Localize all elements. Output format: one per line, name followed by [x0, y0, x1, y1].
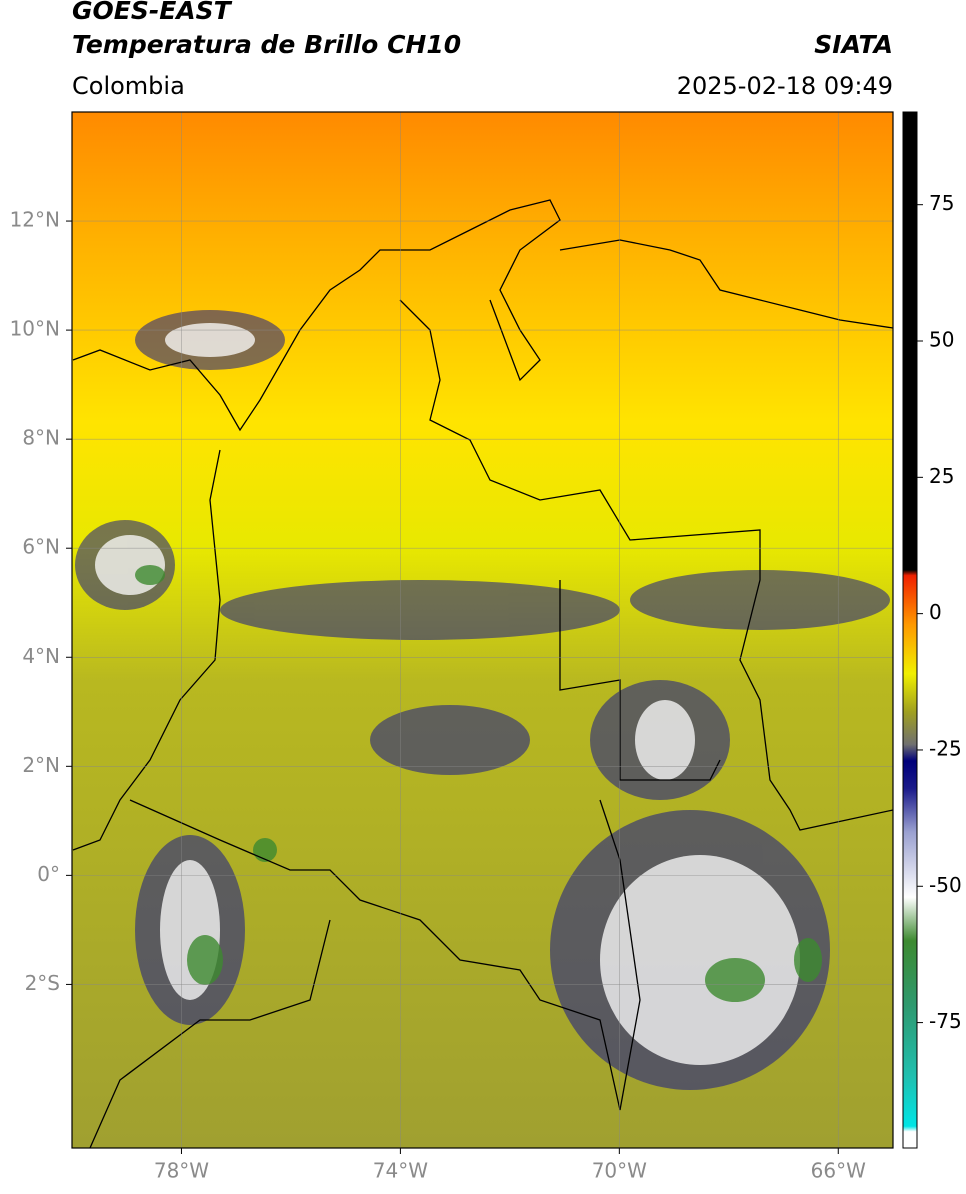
y-tick-label: 0°: [37, 862, 60, 886]
colorbar: 75 50 25 0 -25 -50 -75: [902, 111, 962, 1149]
colorbar-tick-label: -75: [929, 1009, 962, 1033]
colorbar-tick-label: 50: [929, 328, 954, 352]
cold-cores: [135, 565, 822, 1002]
cloud-tops: [95, 323, 800, 1065]
x-tick-label: 70°W: [592, 1159, 647, 1183]
x-tick-label: 78°W: [154, 1159, 209, 1183]
y-tick-label: 2°N: [22, 753, 60, 777]
datetime: 2025-02-18 09:49: [677, 72, 893, 100]
y-tick-label: 10°N: [10, 317, 60, 341]
colorbar-tick-label: -25: [929, 736, 962, 760]
y-tick-label: 2°S: [25, 971, 60, 995]
x-tick-label: 74°W: [373, 1159, 428, 1183]
y-tick-label: 4°N: [22, 644, 60, 668]
colorbar-tick-label: 0: [929, 600, 942, 624]
borders: [72, 199, 894, 1149]
region: Colombia: [72, 72, 185, 100]
y-tick-label: 12°N: [10, 208, 60, 232]
map-frame: [71, 111, 894, 1149]
title: GOES-EAST: [72, 0, 233, 25]
colorbar-tick-label: 75: [929, 191, 954, 215]
colorbar-tick-label: 25: [929, 464, 954, 488]
map: [71, 111, 894, 1149]
source: SIATA: [814, 30, 893, 59]
colorbar-fill: [903, 112, 917, 1148]
colorbar-tick-label: -50: [929, 873, 962, 897]
x-tick-label: 66°W: [811, 1159, 866, 1183]
y-tick-label: 8°N: [22, 426, 60, 450]
colorbar-frame: [902, 111, 918, 1149]
subtitle: Temperatura de Brillo CH10: [72, 30, 461, 59]
y-tick-label: 6°N: [22, 535, 60, 559]
